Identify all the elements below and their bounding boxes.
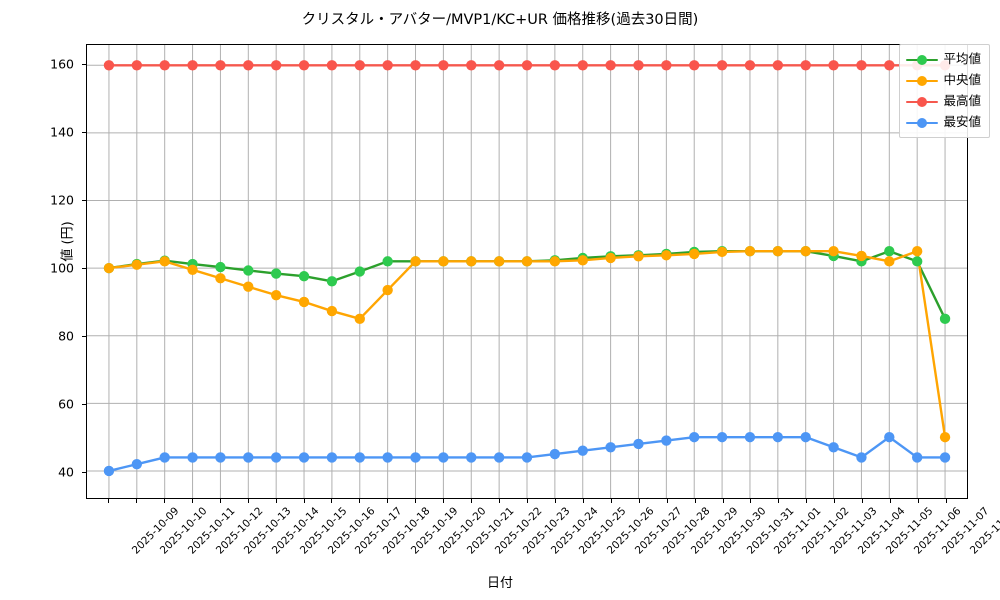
page-title: クリスタル・アバター/MVP1/KC+UR 価格推移(過去30日間)	[301, 12, 699, 28]
y-tick-mark	[82, 132, 86, 134]
x-tick-mark	[443, 499, 445, 503]
x-tick-mark	[499, 499, 501, 503]
x-tick-mark	[918, 499, 920, 503]
legend-color-swatch	[906, 96, 939, 108]
legend-item-0[interactable]: 平均値	[906, 50, 981, 69]
x-tick-mark	[694, 499, 696, 503]
x-tick-mark	[834, 499, 836, 503]
x-tick-mark	[582, 499, 584, 503]
y-tick-label: 80	[58, 328, 74, 344]
y-tick-mark	[82, 403, 86, 405]
x-tick-mark	[108, 499, 109, 503]
y-tick-mark	[82, 268, 86, 270]
legend-color-swatch	[906, 117, 939, 129]
x-tick-mark	[387, 499, 389, 503]
legend-label: 平均値	[943, 51, 981, 67]
x-tick-mark	[163, 499, 165, 503]
x-tick-mark	[862, 499, 864, 503]
x-tick-mark	[806, 499, 808, 503]
x-tick-mark	[275, 499, 277, 503]
y-tick-mark	[82, 471, 86, 473]
x-tick-mark	[666, 499, 668, 503]
y-tick-label: 120	[50, 192, 74, 208]
x-tick-mark	[303, 499, 305, 503]
x-tick-mark	[247, 499, 249, 503]
x-tick-mark	[890, 499, 892, 503]
x-tick-mark	[610, 499, 612, 503]
legend-color-swatch	[906, 75, 939, 87]
y-tick-label: 40	[58, 464, 74, 480]
x-tick-mark	[219, 499, 221, 503]
x-tick-mark	[359, 499, 361, 503]
x-tick-mark	[554, 499, 556, 503]
x-tick-mark	[191, 499, 193, 503]
y-tick-label: 100	[50, 260, 74, 276]
x-tick-mark	[778, 499, 780, 503]
data-series-layer	[103, 60, 951, 477]
x-tick-mark	[331, 499, 333, 503]
x-tick-mark	[415, 499, 417, 503]
legend-label: 最安値	[943, 114, 981, 130]
x-tick-mark	[135, 499, 137, 503]
y-tick-mark	[82, 200, 86, 202]
x-tick-mark	[527, 499, 528, 503]
x-tick-mark	[946, 499, 947, 503]
legend-color-swatch	[906, 54, 939, 66]
y-tick-mark	[82, 64, 86, 66]
legend-label: 中央値	[943, 72, 981, 88]
y-tick-mark	[82, 336, 86, 337]
x-tick-mark	[722, 499, 724, 503]
x-tick-mark	[471, 499, 473, 503]
legend-item-1[interactable]: 中央値	[906, 71, 981, 90]
y-tick-label: 160	[50, 56, 74, 72]
y-tick-label: 60	[58, 396, 74, 412]
x-tick-mark	[750, 499, 752, 503]
legend-item-2[interactable]: 最高値	[906, 92, 981, 111]
legend-label: 最高値	[943, 93, 981, 109]
chart-legend: 平均値 中央値 最高値	[899, 44, 990, 138]
y-tick-label: 140	[50, 124, 74, 140]
plot-area	[86, 44, 968, 499]
x-tick-mark	[638, 499, 640, 503]
legend-item-3[interactable]: 最安値	[906, 113, 981, 132]
x-axis-label: 日付	[486, 576, 513, 591]
